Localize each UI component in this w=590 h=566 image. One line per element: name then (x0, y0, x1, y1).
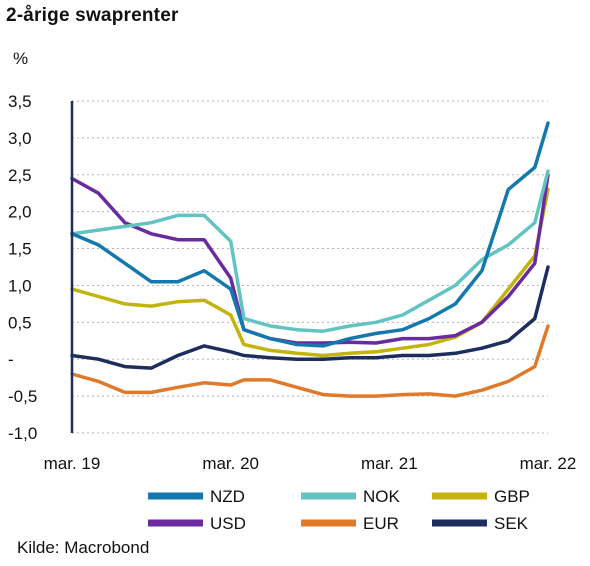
x-tick-label: mar. 19 (44, 454, 101, 473)
y-tick-label: 3,5 (8, 92, 32, 111)
legend-label-eur: EUR (363, 514, 399, 533)
x-tick-label: mar. 20 (202, 454, 259, 473)
series-lines (70, 121, 550, 398)
y-axis-unit-label: % (13, 49, 29, 68)
y-tick-label: -1,0 (8, 424, 37, 443)
y-tick-label: -0,5 (8, 387, 37, 406)
y-tick-label: 2,0 (8, 203, 32, 222)
x-tick-label: mar. 21 (361, 454, 418, 473)
chart-title: 2-årige swaprenter (6, 5, 179, 26)
y-tick-label: 1,5 (8, 240, 32, 259)
legend-label-nzd: NZD (210, 487, 245, 506)
legend-label-sek: SEK (494, 514, 529, 533)
y-tick-label: - (8, 350, 14, 369)
y-axis-ticks: 3,5 3,0 2,5 2,0 1,5 1,0 0,5 - -0,5 -1,0 (8, 92, 37, 443)
legend-label-usd: USD (210, 514, 246, 533)
series-line-sek (70, 265, 550, 370)
legend-label-gbp: GBP (494, 487, 530, 506)
x-axis-ticks: mar. 19 mar. 20 mar. 21 mar. 22 (44, 454, 577, 473)
series-line-nzd (70, 121, 550, 348)
x-tick-label: mar. 22 (520, 454, 577, 473)
series-line-usd (70, 173, 550, 345)
series-line-nok (70, 169, 550, 333)
y-tick-label: 3,0 (8, 129, 32, 148)
source-note: Kilde: Macrobond (17, 538, 150, 557)
y-tick-label: 2,5 (8, 166, 32, 185)
y-tick-label: 1,0 (8, 276, 32, 295)
legend: NZD NOK GBP USD EUR SEK (148, 487, 530, 533)
legend-label-nok: NOK (363, 487, 401, 506)
y-tick-label: 0,5 (8, 313, 32, 332)
swap-rate-chart: 3,53,02,52,01,51,00,5--0,5-1,0 mar. 19 ma… (8, 92, 577, 533)
series-line-eur (70, 324, 550, 398)
